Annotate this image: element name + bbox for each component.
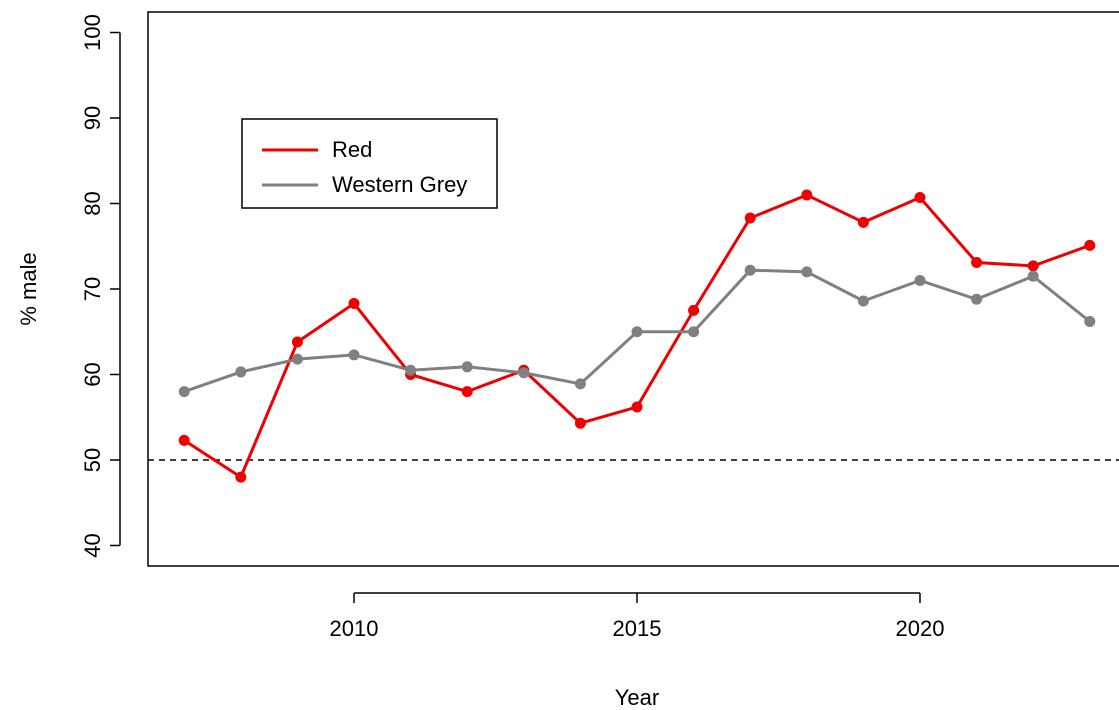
data-point [1027, 270, 1039, 282]
data-point [857, 295, 869, 307]
legend-box [241, 118, 498, 209]
data-point [914, 192, 926, 204]
x-tick-label: 2010 [330, 616, 379, 641]
y-tick-label: 80 [80, 191, 105, 215]
y-tick-label: 50 [80, 448, 105, 472]
data-point [971, 256, 983, 268]
data-point [857, 216, 869, 228]
legend-label: Western Grey [332, 172, 467, 197]
data-point [518, 367, 530, 379]
data-point [348, 298, 360, 310]
y-tick-label: 70 [80, 277, 105, 301]
x-axis-title: Year [615, 685, 659, 710]
y-axis-title: % male [16, 252, 41, 325]
data-point [1084, 315, 1096, 327]
data-point [574, 378, 586, 390]
data-point [801, 266, 813, 278]
y-tick-label: 40 [80, 533, 105, 557]
data-point [1027, 260, 1039, 272]
data-point [235, 471, 247, 483]
y-tick-label: 100 [80, 14, 105, 51]
data-point [744, 264, 756, 276]
data-point [914, 274, 926, 286]
legend-label: Red [332, 137, 372, 162]
data-point [348, 349, 360, 361]
data-point [291, 336, 303, 348]
data-point [178, 386, 190, 398]
y-tick-label: 60 [80, 362, 105, 386]
data-point [631, 401, 643, 413]
data-point [1084, 239, 1096, 251]
data-point [744, 212, 756, 224]
data-point [574, 417, 586, 429]
data-point [291, 353, 303, 365]
data-point [688, 304, 700, 316]
x-tick-label: 2015 [613, 616, 662, 641]
x-tick-label: 2020 [896, 616, 945, 641]
data-point [688, 326, 700, 338]
data-point [235, 366, 247, 378]
data-point [461, 361, 473, 373]
legend: Red Western Grey [241, 118, 498, 209]
data-point [405, 364, 417, 376]
data-point [801, 189, 813, 201]
plot-frame [147, 11, 1119, 567]
data-point [971, 293, 983, 305]
data-point [631, 326, 643, 338]
data-point [461, 386, 473, 398]
y-tick-label: 90 [80, 106, 105, 130]
data-point [178, 434, 190, 446]
